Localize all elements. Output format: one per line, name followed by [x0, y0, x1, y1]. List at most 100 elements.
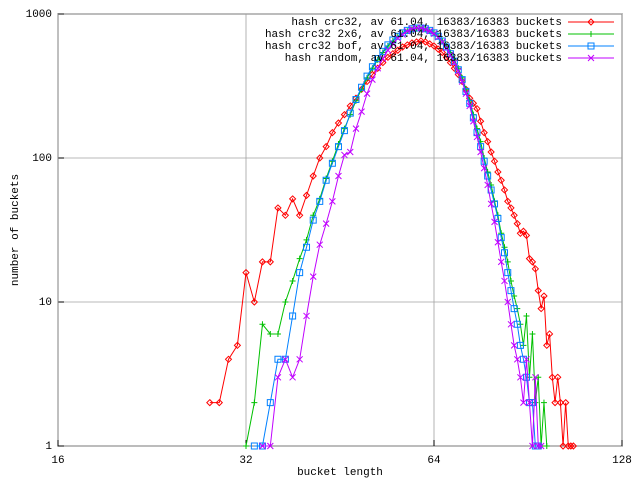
point-marker [282, 299, 289, 305]
point-marker [487, 200, 495, 208]
point-marker [497, 234, 505, 242]
point-marker [540, 292, 548, 300]
point-marker [497, 258, 505, 266]
point-marker [341, 151, 348, 159]
point-marker [451, 59, 458, 66]
point-marker [526, 399, 533, 407]
point-marker [442, 43, 450, 51]
point-marker [251, 399, 258, 406]
point-marker [587, 18, 595, 26]
point-marker [561, 398, 570, 407]
point-marker [519, 227, 528, 235]
point-marker [487, 148, 495, 156]
point-marker [322, 176, 330, 184]
point-marker [490, 157, 499, 165]
point-marker [470, 117, 477, 125]
point-marker [494, 238, 502, 246]
point-marker [329, 197, 336, 205]
point-marker [458, 78, 466, 85]
point-marker [513, 355, 521, 363]
point-marker [303, 243, 311, 251]
point-marker [422, 26, 429, 33]
point-marker [473, 129, 481, 137]
x-tick-label: 32 [239, 455, 252, 467]
point-marker [309, 172, 317, 180]
point-marker [417, 24, 425, 32]
point-marker [389, 40, 397, 48]
point-marker [484, 172, 492, 180]
point-marker [532, 373, 539, 381]
point-marker [358, 108, 365, 115]
x-axis-label: bucket length [297, 467, 383, 479]
point-marker [242, 268, 250, 277]
point-marker [554, 373, 562, 382]
point-marker [447, 51, 454, 59]
point-marker [322, 220, 330, 228]
point-marker [458, 76, 466, 84]
point-marker [399, 31, 406, 38]
point-marker [480, 128, 488, 137]
point-marker [534, 286, 542, 295]
point-marker [384, 53, 392, 62]
point-marker [556, 398, 565, 407]
point-marker [446, 58, 455, 67]
point-marker [528, 258, 537, 266]
point-marker [537, 442, 545, 450]
point-marker [477, 148, 484, 156]
point-marker [462, 90, 470, 97]
point-marker [500, 186, 509, 194]
point-marker [473, 133, 481, 141]
point-marker [289, 277, 296, 284]
legend-label: hash crc32 2x6, av 61.04, 16383/16383 bu… [265, 29, 562, 41]
point-marker [296, 255, 303, 262]
point-marker [303, 312, 310, 320]
point-marker [501, 249, 509, 257]
point-marker [567, 442, 575, 450]
point-marker [559, 442, 567, 450]
point-marker [480, 157, 488, 165]
point-marker [384, 46, 392, 54]
point-marker [507, 204, 515, 212]
point-marker [462, 87, 470, 95]
point-marker [466, 102, 474, 110]
point-marker [520, 399, 527, 407]
point-marker [473, 104, 481, 113]
point-marker [258, 258, 267, 266]
point-marker [497, 176, 505, 185]
point-marker [513, 219, 521, 228]
point-marker [516, 341, 524, 349]
point-marker [334, 143, 342, 151]
point-marker [399, 29, 407, 37]
point-marker [507, 320, 515, 328]
point-marker [267, 330, 274, 337]
legend-label: hash crc32, av 61.04, 16383/16383 bucket… [291, 17, 562, 29]
point-marker [543, 443, 550, 449]
point-marker [289, 312, 297, 320]
x-tick-label: 64 [427, 455, 441, 467]
point-marker [466, 99, 474, 107]
point-marker [569, 442, 578, 450]
point-marker [529, 330, 536, 337]
point-marker [522, 231, 531, 240]
point-marker [454, 66, 462, 74]
point-marker [587, 42, 595, 50]
point-marker [450, 57, 458, 65]
point-marker [282, 355, 289, 363]
point-marker [494, 215, 502, 223]
point-marker [266, 399, 274, 407]
point-marker [281, 211, 290, 220]
point-marker [394, 32, 402, 40]
point-marker [328, 159, 336, 167]
point-marker [266, 258, 275, 266]
point-marker [507, 287, 515, 295]
point-marker [316, 197, 324, 205]
point-marker [523, 312, 530, 319]
point-marker [215, 398, 224, 407]
point-marker [316, 241, 324, 249]
point-marker [206, 398, 214, 407]
point-marker [443, 44, 450, 52]
point-marker [476, 117, 485, 125]
point-marker [334, 119, 343, 127]
point-marker [438, 38, 446, 46]
